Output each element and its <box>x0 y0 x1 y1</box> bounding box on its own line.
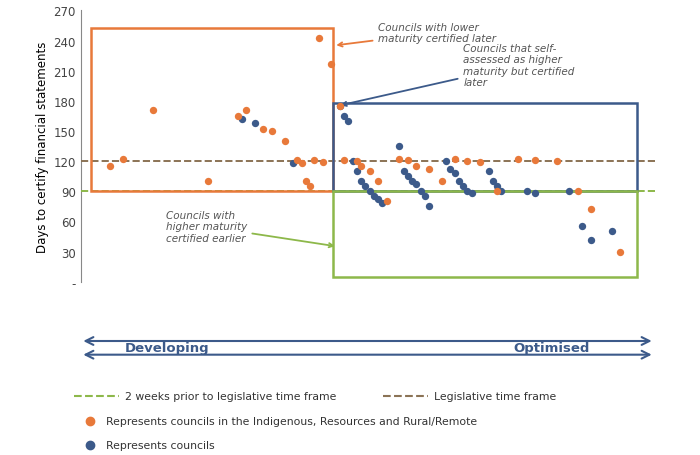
Text: Developing: Developing <box>125 342 209 354</box>
Point <box>364 168 375 176</box>
Point <box>522 188 533 196</box>
Point <box>462 188 473 196</box>
Point <box>347 158 358 166</box>
Point <box>377 200 388 207</box>
Point <box>351 158 363 166</box>
Point <box>411 163 422 171</box>
Point <box>364 188 375 196</box>
Point <box>466 190 477 197</box>
Point <box>398 168 409 176</box>
Point <box>454 178 465 186</box>
Point <box>381 198 392 206</box>
Point <box>279 138 290 145</box>
Point <box>317 159 328 167</box>
Point <box>411 181 422 188</box>
Point <box>415 188 426 196</box>
Point <box>615 248 626 256</box>
Text: Legislative time frame: Legislative time frame <box>434 391 556 401</box>
Point <box>249 120 260 127</box>
Point <box>372 178 384 186</box>
Point <box>394 143 405 150</box>
Point <box>118 156 129 163</box>
Text: Councils that self-
assessed as higher
maturity but certified
later: Councils that self- assessed as higher m… <box>342 44 575 106</box>
Point <box>606 228 617 236</box>
Point <box>368 193 379 201</box>
Point <box>475 159 486 167</box>
Point <box>339 113 350 120</box>
Point <box>513 156 524 163</box>
Point <box>296 160 307 167</box>
Point <box>483 168 494 176</box>
Point <box>551 158 562 166</box>
Point <box>402 173 414 181</box>
Point <box>458 183 469 191</box>
Point <box>419 193 430 201</box>
Point <box>577 223 588 231</box>
Text: Represents councils: Represents councils <box>106 440 214 450</box>
Point <box>424 203 435 211</box>
Point <box>564 188 575 196</box>
Point <box>530 190 541 197</box>
Point <box>360 183 371 191</box>
Point <box>232 113 244 120</box>
Point <box>335 103 346 110</box>
Point <box>372 196 384 203</box>
Point <box>356 178 367 186</box>
Text: 2 weeks prior to legislative time frame: 2 weeks prior to legislative time frame <box>125 391 337 401</box>
Point <box>462 158 473 166</box>
Point <box>444 166 456 173</box>
Text: Represents councils in the Indigenous, Resources and Rural/Remote: Represents councils in the Indigenous, R… <box>106 415 477 425</box>
Point <box>326 61 337 68</box>
Point <box>335 103 346 110</box>
Point <box>241 107 252 114</box>
Point <box>585 236 596 243</box>
Point <box>402 157 414 164</box>
Point <box>491 183 503 191</box>
Point <box>487 178 498 186</box>
Bar <box>333 104 638 192</box>
Point <box>394 156 405 163</box>
Point <box>573 188 584 196</box>
Bar <box>333 192 638 277</box>
Point <box>496 188 507 196</box>
Point <box>343 118 354 125</box>
Point <box>309 157 320 164</box>
Point <box>300 178 312 186</box>
Text: Councils with lower
maturity certified later: Councils with lower maturity certified l… <box>338 23 496 47</box>
Point <box>313 35 324 42</box>
Point <box>449 156 461 163</box>
Point <box>356 163 367 171</box>
Point <box>339 157 350 164</box>
Point <box>491 188 503 196</box>
Point <box>258 126 269 133</box>
Point <box>105 163 116 171</box>
Point <box>202 178 214 186</box>
Point <box>288 160 299 167</box>
Point <box>585 206 596 213</box>
Point <box>147 107 158 114</box>
Point <box>424 166 435 173</box>
Point <box>436 178 447 186</box>
Y-axis label: Days to certify financial statements: Days to certify financial statements <box>36 41 49 252</box>
Point <box>292 157 303 164</box>
Bar <box>91 30 333 192</box>
Point <box>530 157 541 164</box>
Point <box>266 128 277 135</box>
Point <box>351 168 363 176</box>
Point <box>304 183 316 191</box>
Point <box>407 178 418 186</box>
Text: Optimised: Optimised <box>513 342 589 354</box>
Point <box>440 158 452 166</box>
Point <box>449 170 461 177</box>
Text: Councils with
higher maturity
certified earlier: Councils with higher maturity certified … <box>165 210 333 248</box>
Point <box>237 116 248 123</box>
